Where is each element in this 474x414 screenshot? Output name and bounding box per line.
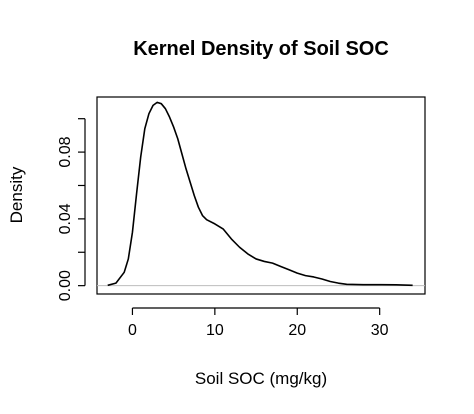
y-tick-label: 0.04	[57, 203, 74, 234]
y-axis-label: Density	[7, 166, 26, 223]
x-axis: 0 10 20 30	[128, 307, 389, 339]
y-axis: 0.00 0.04 0.08	[57, 118, 86, 301]
x-axis-label: Soil SOC (mg/kg)	[195, 369, 327, 388]
plot-frame	[96, 96, 426, 295]
density-curve	[107, 101, 413, 287]
y-tick-label: 0.00	[57, 270, 74, 301]
x-tick-label: 0	[128, 322, 137, 339]
y-tick-label: 0.08	[57, 136, 74, 167]
x-tick-label: 20	[288, 322, 306, 339]
chart-title: Kernel Density of Soil SOC	[133, 38, 389, 60]
x-tick-label: 10	[206, 322, 224, 339]
x-tick-label: 30	[371, 322, 389, 339]
